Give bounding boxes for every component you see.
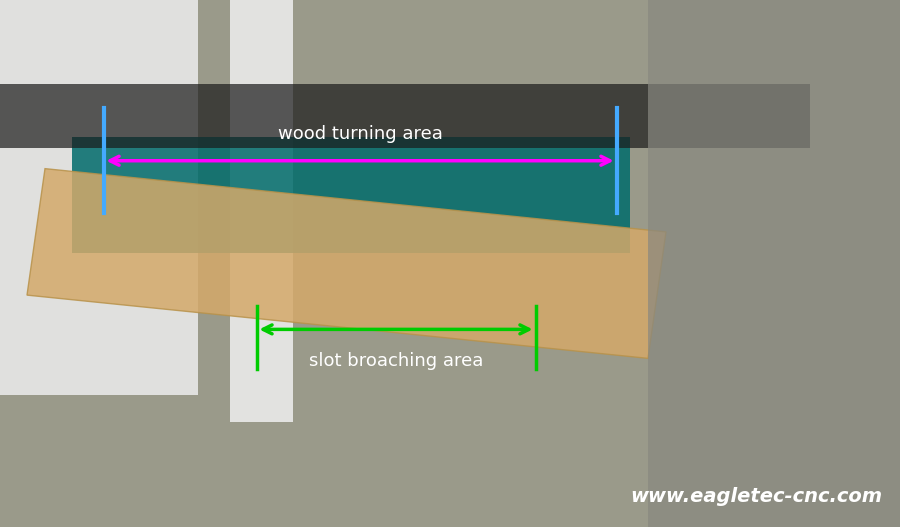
FancyBboxPatch shape: [230, 0, 292, 422]
FancyBboxPatch shape: [72, 137, 630, 253]
Polygon shape: [27, 169, 666, 358]
Text: slot broaching area: slot broaching area: [309, 352, 483, 370]
Text: wood turning area: wood turning area: [277, 125, 443, 143]
FancyBboxPatch shape: [0, 0, 198, 395]
FancyBboxPatch shape: [648, 0, 900, 527]
FancyBboxPatch shape: [0, 84, 810, 148]
Text: www.eagletec-cnc.com: www.eagletec-cnc.com: [630, 487, 882, 506]
